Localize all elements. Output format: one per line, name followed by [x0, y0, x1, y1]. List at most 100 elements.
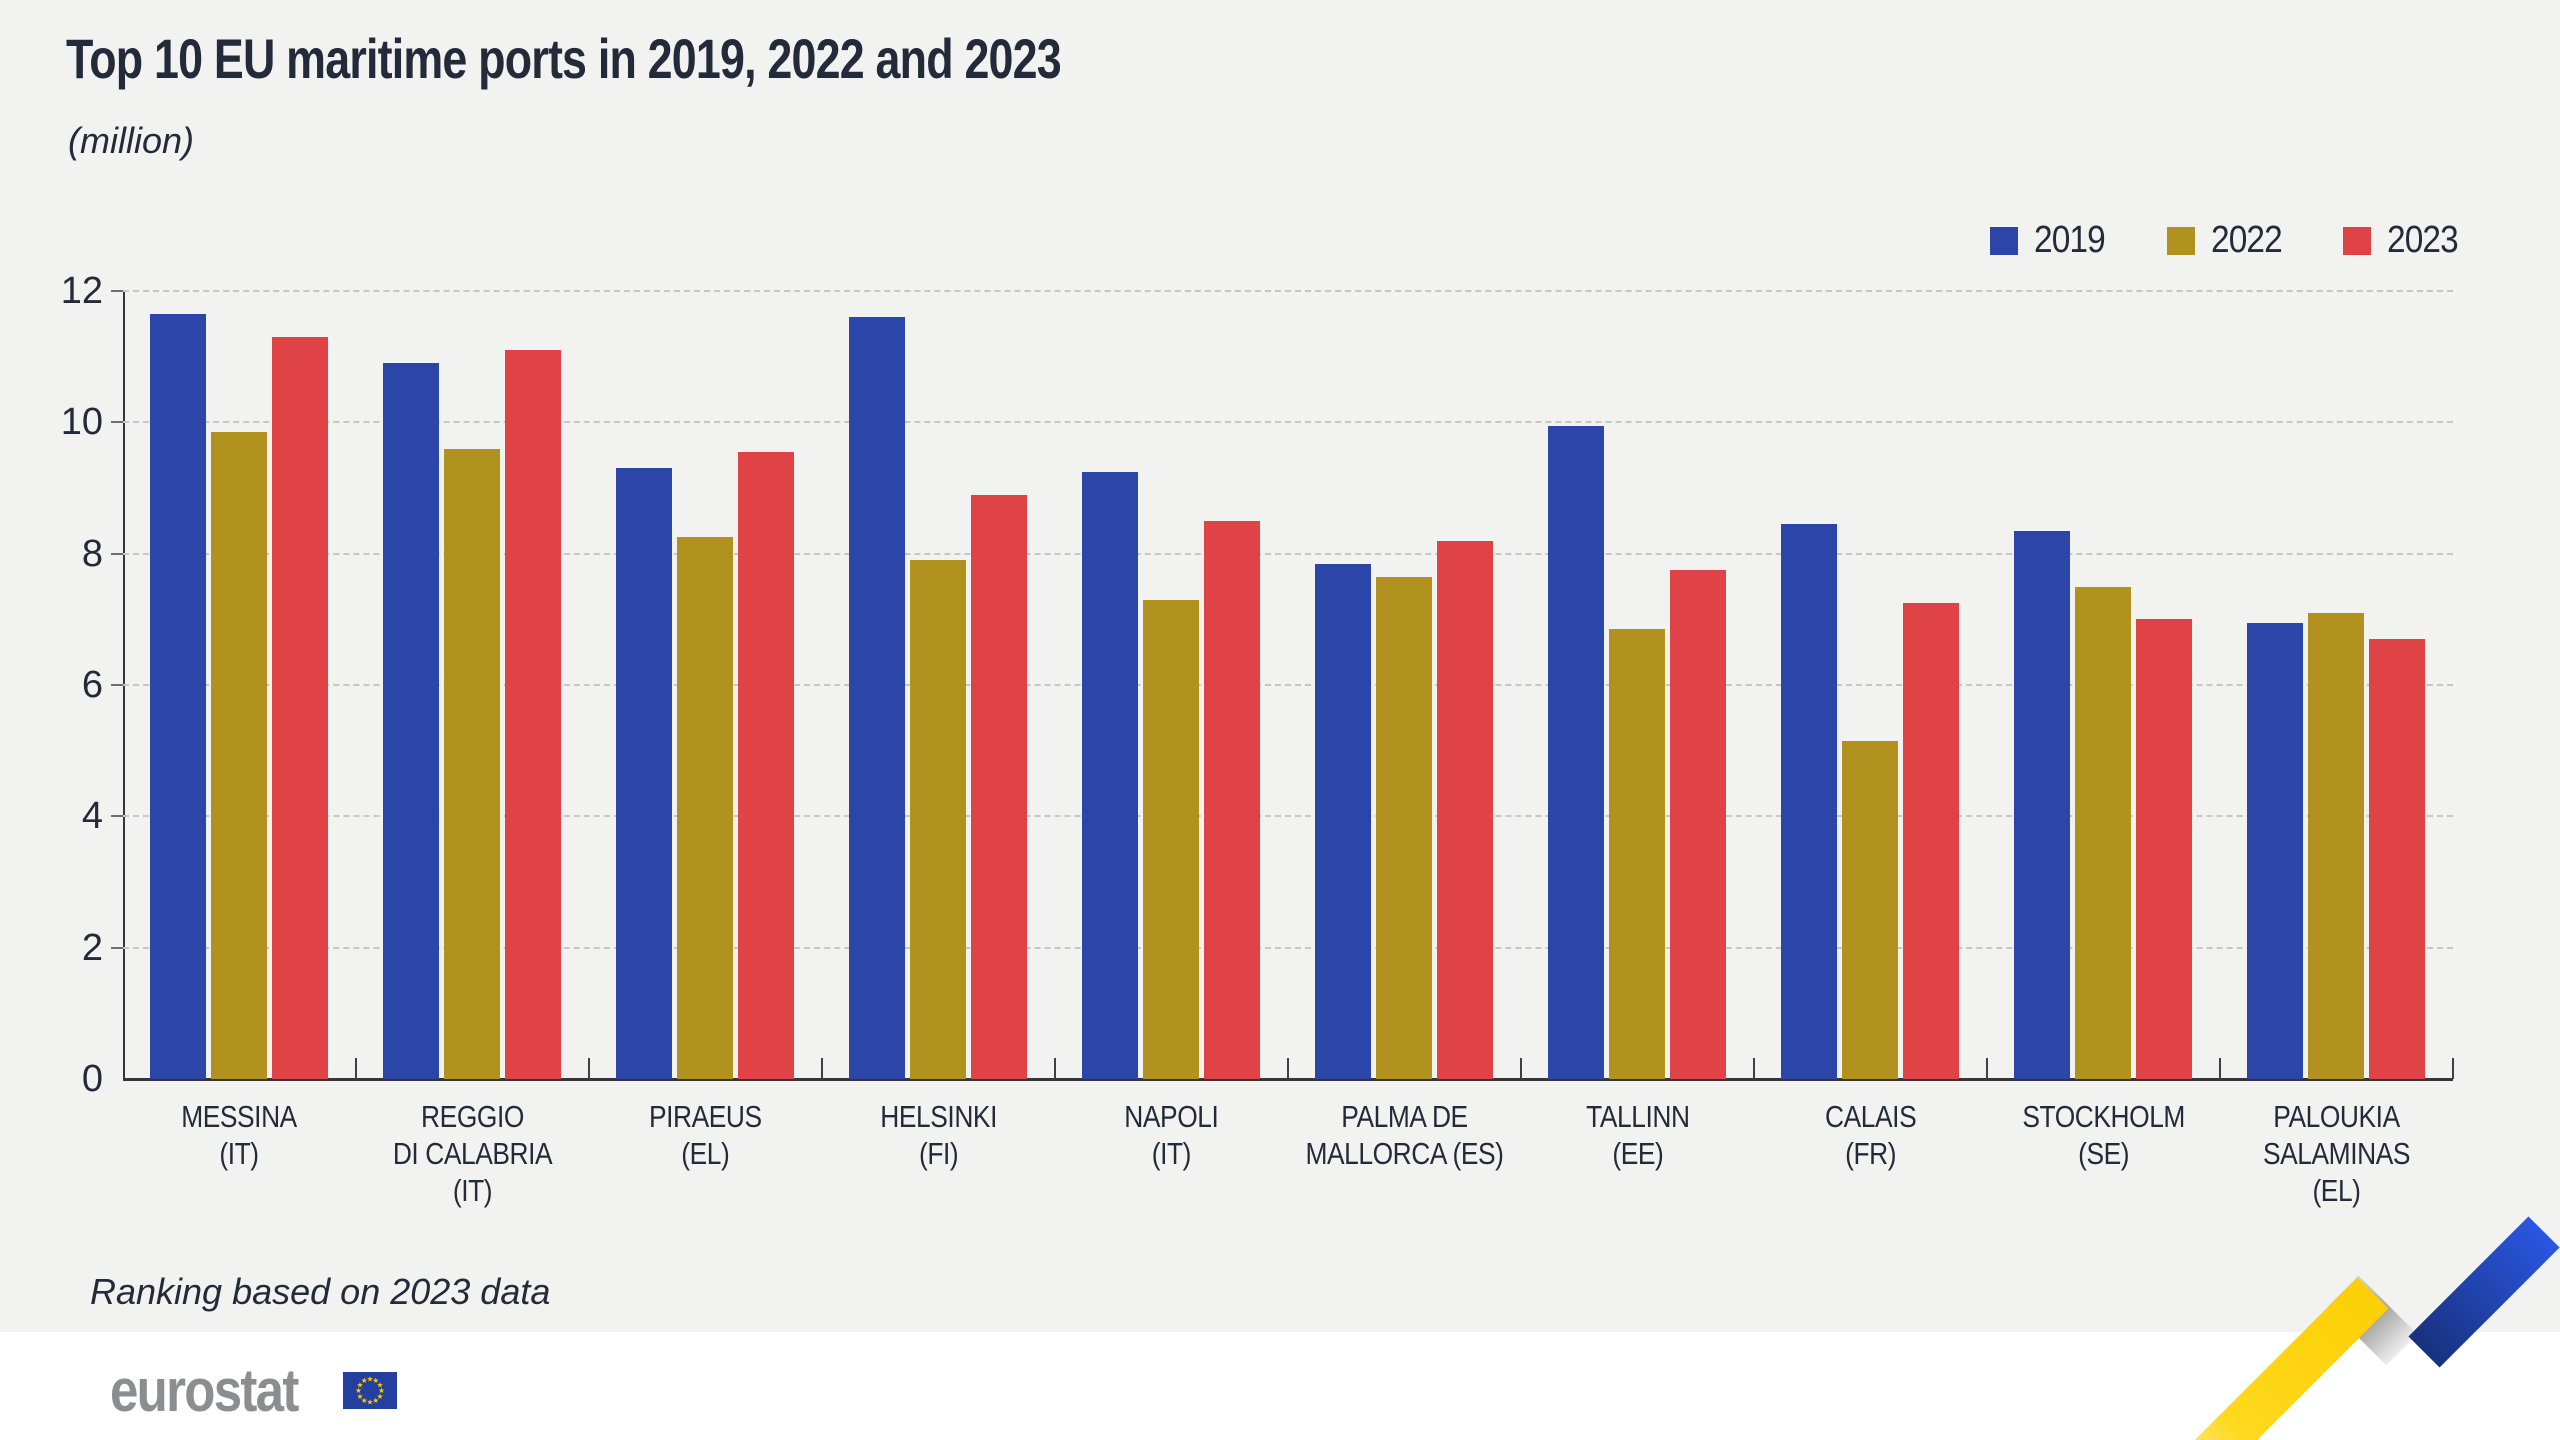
bar-group-helsinki	[849, 317, 1027, 1079]
y-tick-2	[111, 946, 123, 949]
bar-2023-piraeus	[738, 451, 794, 1079]
bar-2022-napoli	[1143, 599, 1199, 1079]
gridline-10	[123, 421, 2453, 424]
bar-group-stockholm	[2014, 530, 2192, 1079]
y-tick-label-8: 8	[81, 532, 103, 575]
y-tick-6	[111, 684, 123, 686]
bar-group-paloukia	[2247, 612, 2425, 1079]
bar-2022-messina	[211, 432, 267, 1079]
legend-label-2023: 2023	[2387, 219, 2459, 261]
bar-2019-stockholm	[2014, 530, 2070, 1079]
x-tick-7	[1753, 1058, 1755, 1079]
gridline-2	[123, 946, 2453, 949]
category-label-reggio: REGGIO DI CALABRIA (IT)	[356, 1098, 589, 1209]
bar-2022-helsinki	[910, 560, 966, 1079]
bar-group-napoli	[1082, 471, 1260, 1079]
category-label-calais: CALAIS (FR)	[1754, 1098, 1987, 1172]
bar-2019-calais	[1781, 524, 1837, 1079]
legend-swatch-2019	[1990, 226, 2019, 255]
category-label-stockholm: STOCKHOLM (SE)	[1987, 1098, 2220, 1172]
category-label-text: PIRAEUS (EL)	[649, 1099, 762, 1171]
x-tick-1	[355, 1058, 357, 1079]
ribbon-blue-segment	[2408, 1216, 2560, 1368]
category-label-palma-de: PALMA DE MALLORCA (ES)	[1288, 1098, 1521, 1172]
gridline-6	[123, 684, 2453, 686]
bar-2019-napoli	[1082, 471, 1138, 1079]
bar-2023-paloukia	[2369, 639, 2425, 1079]
bar-2019-paloukia	[2247, 622, 2303, 1079]
bar-2019-reggio	[383, 363, 439, 1079]
legend-item-2022: 2022	[2166, 219, 2292, 262]
chart-footnote: Ranking based on 2023 data	[90, 1271, 551, 1312]
eu-flag-icon: ★ ★★★★★★★★★★★	[342, 1372, 397, 1409]
x-tick-6	[1520, 1058, 1522, 1079]
y-tick-label-12: 12	[60, 270, 103, 312]
bar-2023-messina	[272, 336, 328, 1079]
bar-group-piraeus	[616, 451, 794, 1079]
eu-flag-star: ★	[355, 1386, 362, 1395]
eu-flag-star: ★	[366, 1398, 373, 1407]
bar-2023-tallinn	[1670, 570, 1726, 1079]
bar-group-calais	[1781, 524, 1959, 1079]
bar-2022-piraeus	[677, 537, 733, 1079]
eu-flag-star: ★	[356, 1392, 363, 1401]
legend-label-2022: 2022	[2210, 219, 2283, 261]
legend-item-2023: 2023	[2343, 219, 2468, 262]
y-tick-8	[111, 552, 123, 555]
category-label-text: PALOUKIA SALAMINAS (EL)	[2262, 1099, 2410, 1208]
y-tick-label-6: 6	[81, 664, 103, 706]
bar-2019-helsinki	[849, 317, 905, 1079]
x-tick-8	[1986, 1058, 1988, 1079]
bar-2023-helsinki	[971, 494, 1027, 1079]
chart-unit-subtitle: (million)	[68, 120, 194, 161]
category-label-text: STOCKHOLM (SE)	[2022, 1099, 2185, 1171]
bar-2023-palma-de	[1437, 540, 1493, 1079]
category-axis-labels: MESSINA (IT) REGGIO DI CALABRIA (IT) PIRAEUS…	[123, 1098, 2453, 1208]
bar-2019-tallinn	[1548, 425, 1604, 1079]
category-label-text: TALLINN (EE)	[1585, 1099, 1690, 1171]
x-axis-line	[123, 1078, 2453, 1081]
eu-flag-star: ★	[356, 1380, 363, 1389]
category-label-text: MESSINA (IT)	[181, 1099, 298, 1171]
bar-2022-stockholm	[2075, 586, 2131, 1079]
category-label-text: NAPOLI (IT)	[1124, 1099, 1219, 1171]
bar-group-messina	[150, 313, 328, 1079]
eu-flag-star: ★	[372, 1376, 379, 1385]
gridline-8	[123, 552, 2453, 555]
eu-flag-star: ★	[378, 1386, 385, 1395]
y-tick-label-10: 10	[60, 401, 103, 444]
bar-2022-palma-de	[1376, 576, 1432, 1079]
eurostat-wordmark: eurostat	[110, 1357, 299, 1424]
category-label-text: HELSINKI (FI)	[880, 1099, 997, 1171]
x-tick-9	[2219, 1058, 2221, 1079]
eu-flag-star: ★	[372, 1396, 379, 1405]
eu-flag-star: ★	[376, 1380, 383, 1389]
y-tick-label-0: 0	[81, 1058, 103, 1100]
category-label-napoli: NAPOLI (IT)	[1055, 1098, 1288, 1172]
category-label-paloukia: PALOUKIA SALAMINAS (EL)	[2220, 1098, 2453, 1209]
bar-2023-reggio	[505, 350, 561, 1079]
x-tick-3	[821, 1058, 823, 1079]
bar-2023-napoli	[1204, 520, 1260, 1079]
plot-area: 0 2 4 6 8 10 12	[61, 270, 2454, 1100]
bar-2022-calais	[1842, 740, 1898, 1079]
category-label-messina: MESSINA (IT)	[123, 1098, 356, 1172]
eurostat-logo: eurostat ★ ★ ★ ★ ★ ★ ★ ★ ★ ★ ★ ★	[110, 1356, 397, 1425]
eu-flag-star: ★	[361, 1376, 368, 1385]
page-title: Top 10 EU maritime ports in 2019, 2022 a…	[66, 26, 1310, 91]
bar-2023-calais	[1903, 602, 1959, 1079]
bar-group-palma-de	[1315, 540, 1493, 1079]
y-tick-10	[111, 421, 123, 424]
x-tick-4	[1054, 1058, 1056, 1079]
page-title-text: Top 10 EU maritime ports in 2019, 2022 a…	[66, 27, 1062, 90]
eu-flag-star: ★	[366, 1375, 373, 1384]
category-label-piraeus: PIRAEUS (EL)	[589, 1098, 822, 1172]
bar-2022-paloukia	[2308, 612, 2364, 1079]
legend-item-2019: 2019	[1990, 219, 2115, 262]
bar-2022-reggio	[444, 448, 500, 1079]
x-tick-2	[588, 1058, 590, 1079]
growth-ribbon-graphic	[2194, 1216, 2560, 1440]
category-label-text: REGGIO DI CALABRIA (IT)	[392, 1099, 553, 1208]
category-label-text: PALMA DE MALLORCA (ES)	[1305, 1099, 1504, 1171]
eu-flag-star: ★	[376, 1392, 383, 1401]
